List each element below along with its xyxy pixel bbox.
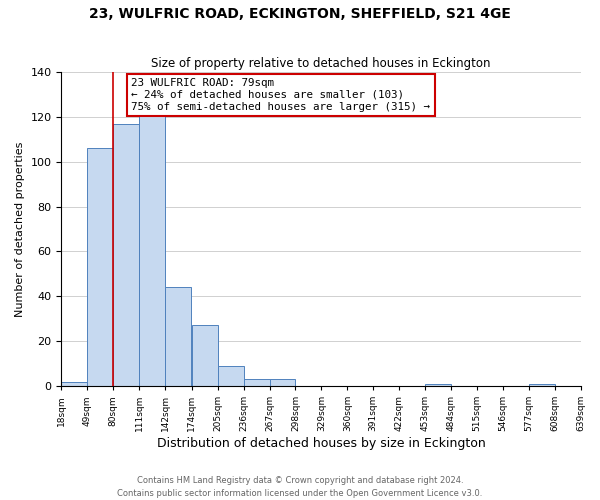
Bar	[165, 288, 191, 386]
Bar	[139, 88, 165, 386]
Bar	[88, 148, 113, 386]
Bar	[61, 382, 88, 386]
Text: 23 WULFRIC ROAD: 79sqm
← 24% of detached houses are smaller (103)
75% of semi-de: 23 WULFRIC ROAD: 79sqm ← 24% of detached…	[131, 78, 430, 112]
Bar	[269, 380, 295, 386]
Bar	[218, 366, 244, 386]
Bar	[425, 384, 451, 386]
Text: Contains HM Land Registry data © Crown copyright and database right 2024.
Contai: Contains HM Land Registry data © Crown c…	[118, 476, 482, 498]
Text: 23, WULFRIC ROAD, ECKINGTON, SHEFFIELD, S21 4GE: 23, WULFRIC ROAD, ECKINGTON, SHEFFIELD, …	[89, 8, 511, 22]
X-axis label: Distribution of detached houses by size in Eckington: Distribution of detached houses by size …	[157, 437, 485, 450]
Bar	[113, 124, 139, 386]
Bar	[192, 326, 218, 386]
Bar	[244, 380, 269, 386]
Bar	[529, 384, 554, 386]
Title: Size of property relative to detached houses in Eckington: Size of property relative to detached ho…	[151, 56, 491, 70]
Y-axis label: Number of detached properties: Number of detached properties	[15, 142, 25, 316]
